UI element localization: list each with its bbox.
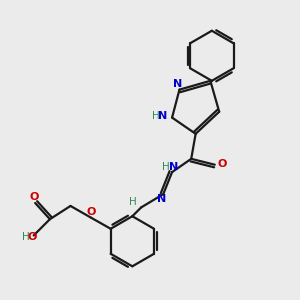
Text: N: N [157, 194, 167, 204]
Text: H: H [22, 232, 29, 242]
Text: N: N [158, 111, 167, 121]
Text: O: O [218, 159, 227, 169]
Text: N: N [169, 162, 178, 172]
Text: N: N [173, 79, 183, 89]
Text: O: O [86, 207, 96, 217]
Text: H: H [152, 111, 160, 121]
Text: O: O [29, 191, 38, 202]
Text: O: O [28, 232, 37, 242]
Text: H: H [162, 162, 170, 172]
Text: H: H [129, 197, 137, 207]
